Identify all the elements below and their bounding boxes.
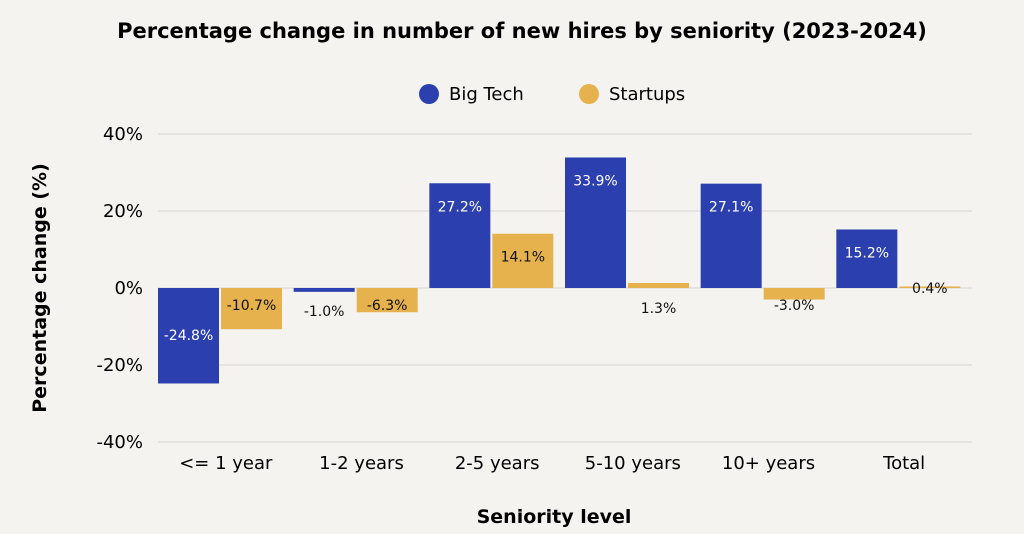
data-label: 33.9% [573,173,617,189]
chart-title: Percentage change in number of new hires… [117,19,927,43]
bar-big-tech [836,229,898,288]
bar-startups [356,288,418,313]
data-label: 27.1% [709,200,753,216]
data-label: -1.0% [304,304,345,320]
bars [158,157,961,384]
data-labels: -24.8% -10.7% -1.0% -6.3% 27.2% 14.1% 33.9% 1.3… [164,173,948,344]
x-tick-label: 2-5 years [455,453,540,474]
x-tick-label: <= 1 year [179,453,273,474]
bar-big-tech [565,157,626,288]
y-tick-label: 20% [103,201,143,222]
y-axis-title: Percentage change (%) [29,163,51,413]
data-label: 15.2% [845,245,889,261]
y-tick-label: 0% [114,278,143,299]
data-label: -3.0% [774,298,815,314]
bar-startups [628,282,689,288]
x-axis-ticks: <= 1 year 1-2 years 2-5 years 5-10 years 10+… [179,453,925,474]
bar-startups [221,288,282,330]
data-label: 27.2% [438,199,482,215]
y-axis-ticks: 40% 20% 0% -20% -40% [96,124,143,453]
data-label: 0.4% [912,281,948,297]
data-label: -10.7% [227,298,277,314]
legend: Big Tech Startups [419,84,685,105]
legend-label: Startups [609,84,685,105]
bar-startups [492,233,554,288]
data-label: 14.1% [501,250,545,266]
x-tick-label: 10+ years [722,453,815,474]
legend-label: Big Tech [449,84,524,105]
x-axis-title: Seniority level [477,506,632,528]
x-tick-label: 5-10 years [585,453,681,474]
data-label: -24.8% [164,328,214,344]
legend-marker [579,84,599,104]
x-tick-label: 1-2 years [319,453,404,474]
data-label: 1.3% [641,301,677,317]
legend-marker [419,84,439,104]
y-tick-label: 40% [103,124,143,145]
bar-big-tech [293,288,355,292]
x-tick-label: Total [882,453,925,474]
y-tick-label: -20% [96,355,143,376]
bar-big-tech [429,183,491,288]
data-label: -6.3% [367,298,408,314]
bar-startups [899,286,961,288]
bar-big-tech [700,183,762,288]
y-tick-label: -40% [96,432,143,453]
bar-big-tech [158,288,219,384]
bar-startups [763,288,825,300]
